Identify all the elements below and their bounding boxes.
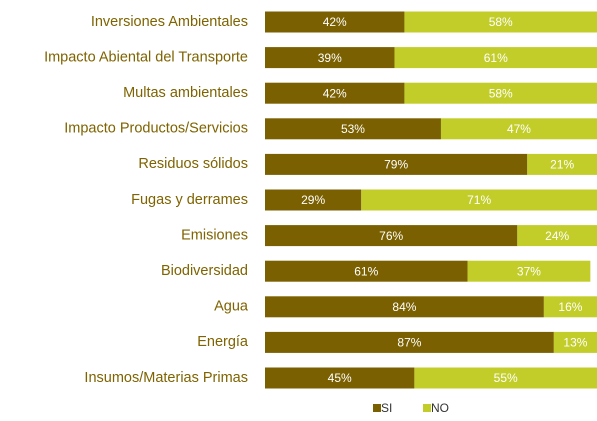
value-label: 61% bbox=[354, 264, 378, 278]
bar-segment bbox=[265, 82, 405, 104]
bar-segment bbox=[265, 296, 544, 318]
value-label: 58% bbox=[489, 15, 513, 29]
bar-segment bbox=[265, 11, 405, 33]
bar-segment bbox=[265, 331, 554, 353]
value-label: 55% bbox=[494, 371, 518, 385]
bar-segment bbox=[543, 296, 597, 318]
bar-segment bbox=[265, 189, 362, 211]
value-label: 84% bbox=[392, 300, 416, 314]
bar-segment bbox=[440, 118, 597, 140]
bar-segment bbox=[517, 225, 597, 247]
value-label: 45% bbox=[328, 371, 352, 385]
value-label: 58% bbox=[489, 86, 513, 100]
bar-segment bbox=[553, 331, 597, 353]
bar-segment bbox=[414, 367, 597, 389]
category-label: Residuos sólidos bbox=[138, 156, 248, 172]
bar-segment bbox=[265, 225, 518, 247]
value-label: 61% bbox=[484, 51, 508, 65]
category-label: Emisiones bbox=[181, 227, 248, 243]
value-label: 47% bbox=[507, 122, 531, 136]
category-label: Agua bbox=[214, 299, 249, 315]
bar-segment bbox=[394, 47, 597, 69]
value-label: 21% bbox=[550, 158, 574, 172]
legend-swatch bbox=[373, 404, 381, 412]
bar-segment bbox=[361, 189, 597, 211]
value-label: 71% bbox=[467, 193, 491, 207]
value-label: 76% bbox=[379, 229, 403, 243]
value-label: 29% bbox=[301, 193, 325, 207]
category-label: Multas ambientales bbox=[123, 85, 248, 101]
legend-label: NO bbox=[431, 401, 449, 415]
category-label: Insumos/Materias Primas bbox=[84, 370, 248, 386]
value-label: 37% bbox=[517, 264, 541, 278]
category-label: Energía bbox=[197, 334, 249, 350]
category-label: Fugas y derrames bbox=[131, 192, 248, 208]
value-label: 24% bbox=[545, 229, 569, 243]
bar-segment bbox=[265, 260, 468, 282]
bar-segment bbox=[467, 260, 591, 282]
bar-segment bbox=[265, 47, 395, 69]
value-label: 39% bbox=[318, 51, 342, 65]
value-label: 87% bbox=[397, 336, 421, 350]
value-label: 42% bbox=[323, 15, 347, 29]
category-label: Biodiversidad bbox=[161, 263, 248, 279]
bar-segment bbox=[527, 153, 597, 175]
value-label: 79% bbox=[384, 158, 408, 172]
legend-label: SI bbox=[381, 401, 392, 415]
bar-segment bbox=[404, 11, 597, 33]
bar-segment bbox=[265, 118, 441, 140]
value-label: 13% bbox=[563, 336, 587, 350]
category-label: Inversiones Ambientales bbox=[91, 14, 248, 30]
value-label: 42% bbox=[323, 86, 347, 100]
category-label: Impacto Productos/Servicios bbox=[64, 121, 248, 137]
bar-segment bbox=[265, 367, 415, 389]
legend-swatch bbox=[423, 404, 431, 412]
value-label: 16% bbox=[558, 300, 582, 314]
bar-segment bbox=[265, 153, 528, 175]
bar-segment bbox=[404, 82, 597, 104]
category-label: Impacto Abiental del Transporte bbox=[44, 49, 248, 65]
value-label: 53% bbox=[341, 122, 365, 136]
